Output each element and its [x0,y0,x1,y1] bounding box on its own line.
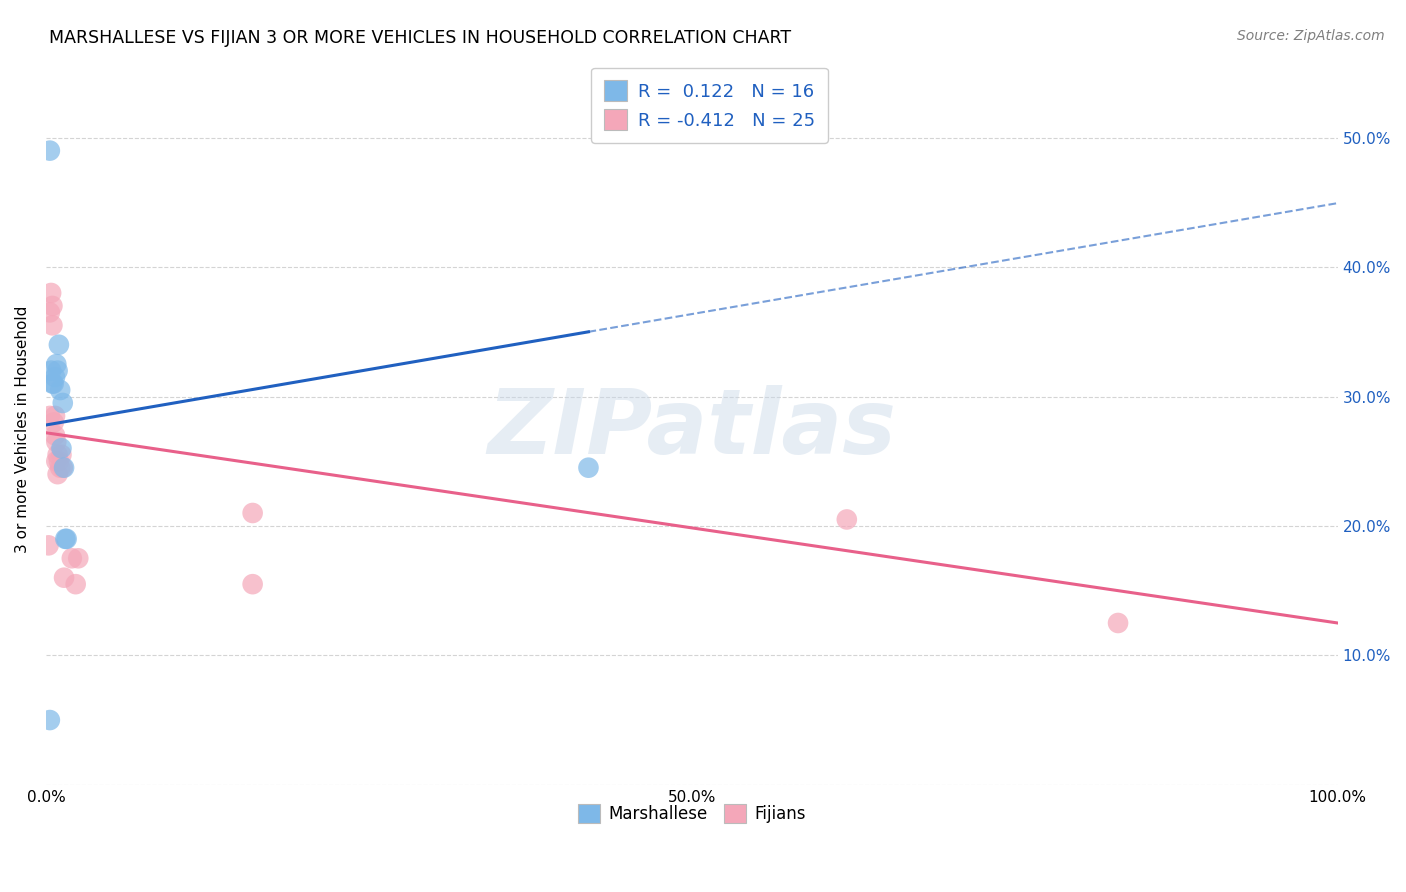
Point [49,383,72,397]
Point [39,285,62,300]
Point [55,532,77,546]
Point [578,460,600,475]
Point [44,370,66,384]
Point [48,337,70,351]
Point [41,299,63,313]
Point [67,551,90,566]
Point [41,376,63,391]
Y-axis label: 3 or more Vehicles in Household: 3 or more Vehicles in Household [15,305,30,552]
Point [45,357,67,371]
Point [835,512,858,526]
Point [46,467,69,482]
Point [46,448,69,462]
Point [48,454,70,468]
Point [1107,615,1129,630]
Point [38,144,60,158]
Text: ZIPatlas: ZIPatlas [488,384,896,473]
Point [46,364,69,378]
Point [42,376,65,391]
Point [53,460,76,475]
Point [38,538,60,552]
Point [51,442,73,456]
Point [65,577,87,591]
Point [45,434,67,449]
Point [52,396,75,410]
Point [53,532,76,546]
Point [42,416,65,430]
Point [38,409,60,423]
Point [52,460,75,475]
Text: MARSHALLESE VS FIJIAN 3 OR MORE VEHICLES IN HOUSEHOLD CORRELATION CHART: MARSHALLESE VS FIJIAN 3 OR MORE VEHICLES… [49,29,792,46]
Point [41,318,63,333]
Legend: Marshallese, Fijians: Marshallese, Fijians [571,797,813,830]
Point [45,454,67,468]
Point [44,428,66,442]
Point [49,460,72,475]
Point [60,551,83,566]
Point [51,448,73,462]
Point [242,577,264,591]
Point [39,364,62,378]
Point [53,571,76,585]
Point [242,506,264,520]
Text: Source: ZipAtlas.com: Source: ZipAtlas.com [1237,29,1385,43]
Point [44,409,66,423]
Point [38,713,60,727]
Point [38,305,60,319]
